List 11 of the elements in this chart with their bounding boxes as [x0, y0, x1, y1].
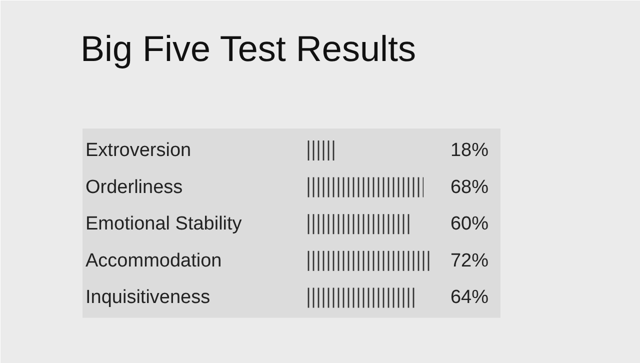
y-tick-label: Extroversion: [86, 140, 192, 161]
data-label: 68%: [450, 176, 489, 198]
y-tick-label: Inquisitiveness: [86, 287, 210, 308]
y-tick-label: Accommodation: [86, 250, 222, 272]
y-tick-label: Orderliness: [86, 176, 183, 198]
data-label: 64%: [450, 287, 489, 308]
data-label: 72%: [450, 250, 489, 272]
y-tick-label: Emotional Stability: [86, 214, 242, 235]
data-label: 60%: [450, 214, 489, 235]
chart-title: Big Five Test Results: [80, 28, 416, 69]
data-label: 18%: [450, 140, 489, 161]
